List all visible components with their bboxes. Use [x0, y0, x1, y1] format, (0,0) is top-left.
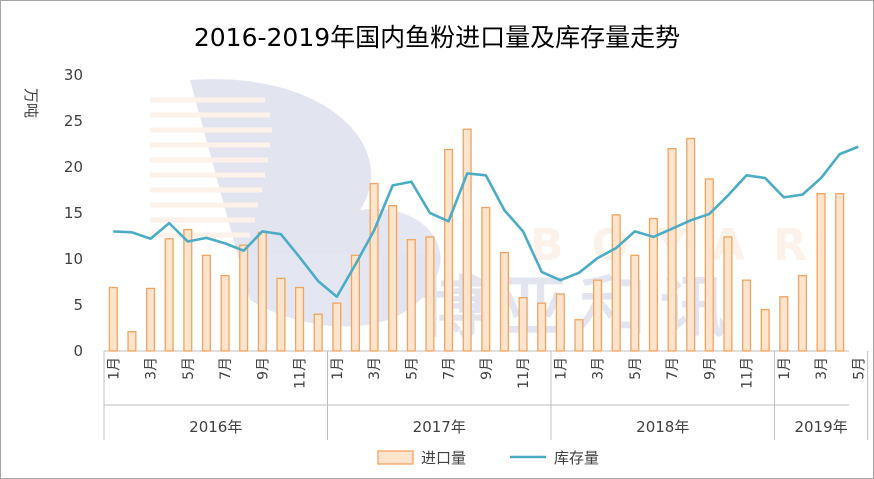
month-tick-label: 1月: [106, 357, 122, 380]
year-label: 2017年: [413, 418, 466, 436]
month-tick-label: 3月: [814, 357, 830, 380]
import-bar: [406, 239, 416, 352]
import-bar: [835, 193, 845, 352]
import-bar: [760, 308, 770, 352]
month-tick-label: 9月: [479, 357, 495, 380]
import-bar: [648, 217, 658, 352]
import-bar: [686, 137, 696, 352]
month-tick-label: 5月: [181, 357, 197, 380]
month-tick-label: 9月: [255, 357, 271, 380]
import-bar: [518, 296, 528, 352]
year-label: 2018年: [636, 418, 689, 436]
y-tick-label: 15: [64, 204, 83, 222]
import-bar: [220, 274, 230, 352]
y-axis-label: 万吨: [22, 88, 40, 118]
import-bar: [462, 128, 472, 352]
import-bar: [555, 293, 565, 352]
month-tick-label: 1月: [777, 357, 793, 380]
month-tick-label: 1月: [553, 357, 569, 380]
import-bar: [574, 319, 584, 352]
import-bar: [537, 302, 547, 352]
month-tick-label: 5月: [851, 357, 867, 380]
import-bar: [332, 302, 342, 352]
import-bar: [350, 254, 360, 352]
month-tick-label: 7月: [218, 357, 234, 380]
y-tick-label: 5: [73, 296, 83, 314]
month-tick-label: 11月: [293, 357, 309, 389]
import-bar: [630, 254, 640, 352]
legend-swatch-import: [377, 450, 414, 465]
import-bar: [779, 296, 789, 352]
import-bar: [388, 204, 398, 352]
import-bar: [257, 231, 267, 352]
import-bar: [183, 228, 193, 352]
import-bar: [499, 251, 509, 352]
import-bar: [146, 287, 156, 352]
month-tick-label: 3月: [591, 357, 607, 380]
legend-label-import: 进口量: [421, 449, 466, 467]
import-bar: [201, 254, 211, 352]
chart-title: 2016-2019年国内鱼粉进口量及库存量走势: [193, 23, 681, 52]
y-tick-label: 25: [64, 112, 83, 130]
import-bar: [239, 244, 249, 352]
month-tick-label: 3月: [144, 357, 160, 380]
import-bar: [425, 236, 435, 352]
import-bar: [313, 313, 323, 352]
month-tick-label: 11月: [740, 357, 756, 389]
year-label: 2016年: [189, 418, 242, 436]
import-bar: [276, 277, 286, 352]
y-tick-label: 30: [64, 66, 83, 84]
month-tick-label: 1月: [330, 357, 346, 380]
import-bar: [704, 178, 714, 352]
month-tick-label: 5月: [628, 357, 644, 380]
month-tick-label: 7月: [665, 357, 681, 380]
import-bar: [816, 193, 826, 352]
stock-line: [113, 145, 859, 299]
y-tick-label: 10: [64, 250, 83, 268]
year-label: 2019年: [794, 418, 847, 436]
import-bar: [742, 279, 752, 352]
month-tick-label: 5月: [404, 357, 420, 380]
y-tick-label: 0: [73, 342, 83, 360]
month-tick-label: 9月: [702, 357, 718, 380]
import-bar: [611, 214, 621, 352]
month-tick-label: 11月: [516, 357, 532, 389]
y-tick-label: 20: [64, 158, 83, 176]
month-tick-label: 3月: [367, 357, 383, 380]
import-bar: [127, 331, 137, 352]
import-bar: [667, 147, 677, 352]
import-bar: [444, 148, 454, 352]
import-bar: [108, 286, 118, 352]
import-bar: [481, 206, 491, 352]
import-bar: [723, 236, 733, 352]
import-bar: [593, 279, 603, 352]
import-bar: [295, 286, 305, 352]
legend-label-stock: 库存量: [554, 449, 599, 467]
import-bar: [164, 238, 174, 352]
import-bar: [369, 182, 379, 352]
month-tick-label: 7月: [442, 357, 458, 380]
import-bar: [797, 274, 807, 352]
